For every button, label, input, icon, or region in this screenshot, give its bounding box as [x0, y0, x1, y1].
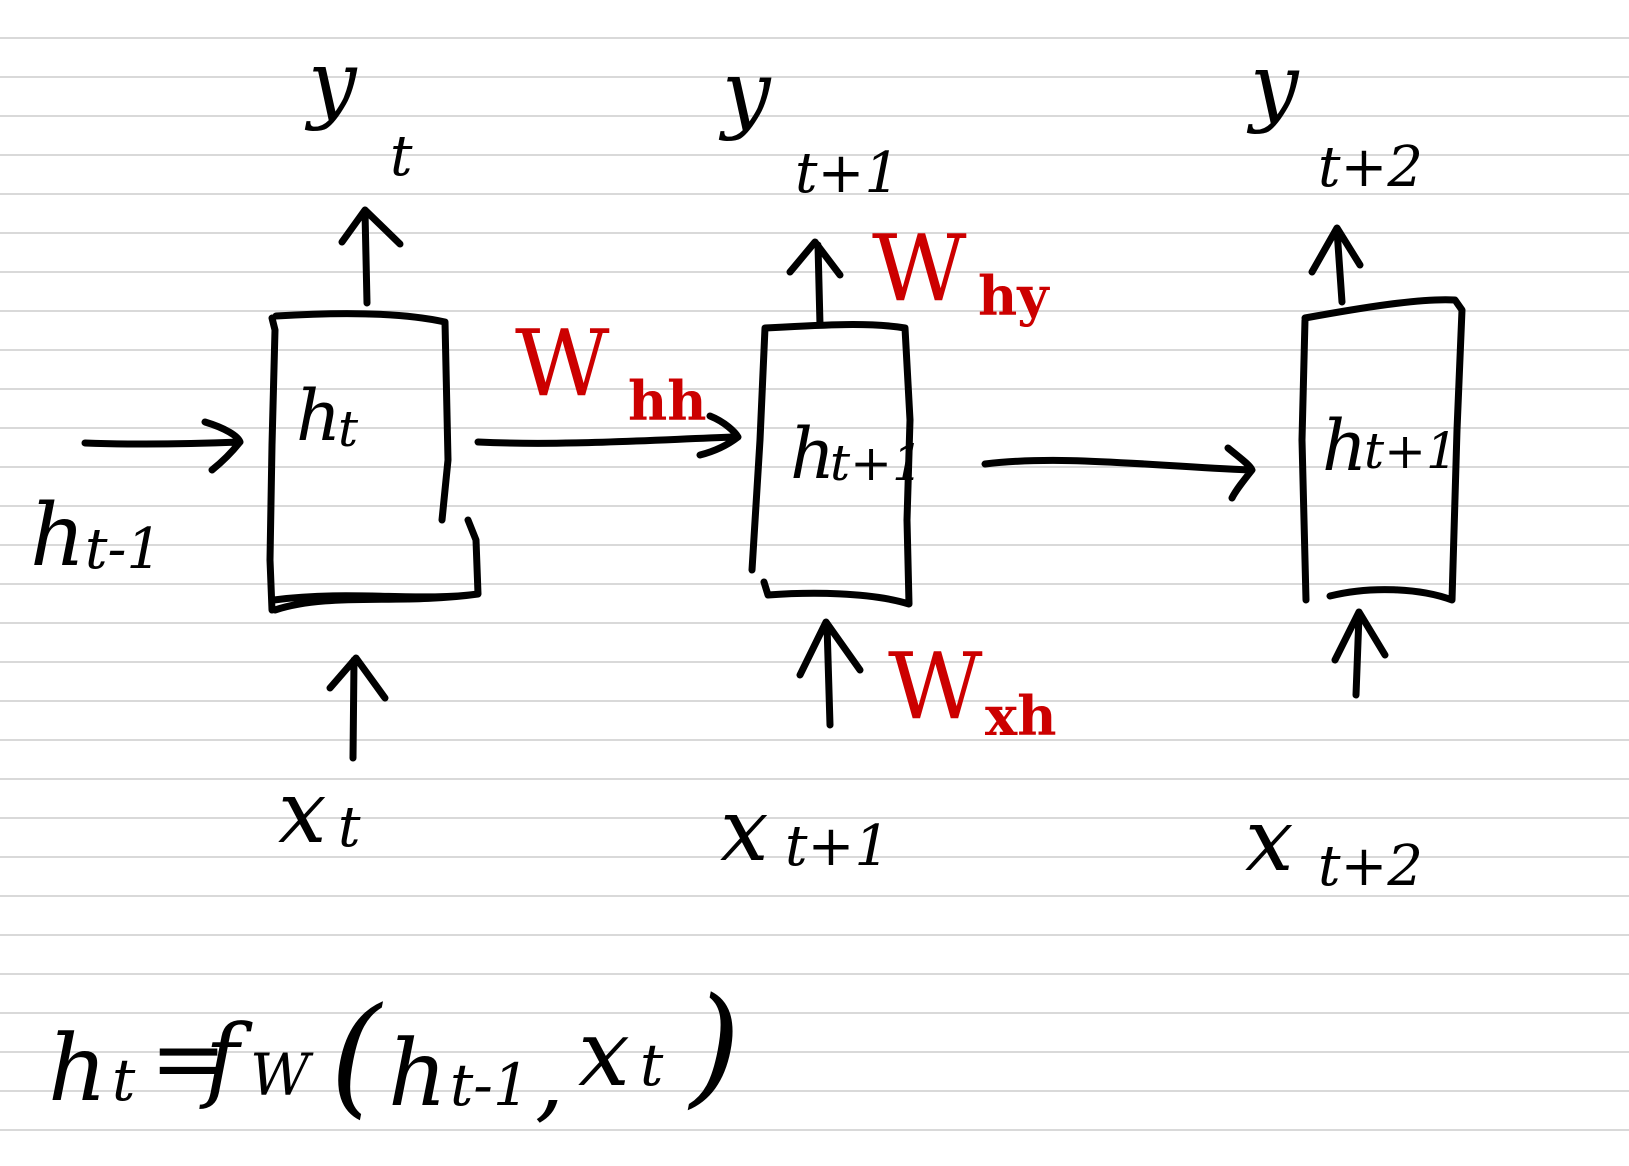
svg-text:t+1: t+1 — [795, 141, 900, 206]
cell-box-3 — [1298, 296, 1466, 604]
svg-text:t+1: t+1 — [830, 434, 924, 492]
svg-text:t-1: t-1 — [450, 1051, 530, 1119]
arrow-h2-to-y2 — [786, 238, 844, 329]
input-x-t: x t — [278, 763, 361, 863]
svg-text:h: h — [30, 486, 85, 586]
arrow-h1-to-y1 — [338, 206, 404, 307]
svg-text:h: h — [1322, 405, 1367, 487]
svg-text:t: t — [640, 1031, 664, 1099]
svg-text:t-1: t-1 — [85, 517, 162, 582]
svg-text:W: W — [872, 215, 967, 322]
arrow-h3-to-y3 — [1308, 224, 1364, 306]
arrow-h1-to-h2 — [474, 412, 742, 459]
input-x-t1: x t+1 — [720, 781, 890, 881]
arrow-x1-to-h1 — [326, 654, 389, 762]
svg-text:t: t — [390, 124, 413, 189]
svg-text:h: h — [296, 375, 341, 457]
cell-box-1 — [266, 310, 482, 614]
weight-w-hy: W hy — [872, 215, 1050, 328]
weight-w-hh: W hh — [515, 310, 707, 433]
svg-text:h: h — [48, 1015, 107, 1122]
svg-text:x: x — [278, 763, 327, 863]
svg-text:t+2: t+2 — [1318, 834, 1423, 899]
svg-text:x: x — [578, 1000, 630, 1107]
svg-text:t+1: t+1 — [1364, 422, 1458, 480]
arrow-h2-to-h3 — [981, 444, 1256, 502]
svg-text:(: ( — [330, 979, 383, 1131]
arrow-x3-to-h3 — [1331, 608, 1389, 699]
cell-label-h-t1-third: h t+1 — [1322, 405, 1458, 487]
svg-text:t+2: t+2 — [1318, 135, 1423, 200]
cell-label-h-t: h t — [296, 375, 359, 458]
svg-text:W: W — [250, 1041, 314, 1109]
svg-text:W: W — [515, 310, 610, 417]
svg-text:f: f — [199, 1005, 253, 1112]
svg-text:t: t — [338, 795, 361, 860]
svg-text:hh: hh — [628, 369, 707, 433]
input-x-t2: x t+2 — [1245, 791, 1423, 899]
cell-label-h-t1: h t+1 — [790, 413, 924, 495]
svg-text:t+1: t+1 — [785, 814, 890, 879]
svg-text:y: y — [718, 43, 772, 143]
svg-text:x: x — [1245, 791, 1294, 891]
svg-text:=: = — [150, 1005, 227, 1112]
svg-text:t: t — [112, 1046, 136, 1114]
svg-text:t: t — [338, 400, 359, 458]
output-y-t: y t — [304, 33, 413, 189]
svg-text:y: y — [1246, 36, 1300, 136]
arrow-x2-to-h2 — [796, 618, 864, 729]
recurrence-equation: h t = f W ( h t-1 , x t ) — [48, 969, 741, 1132]
output-y-t1: y t+1 — [718, 43, 900, 206]
weight-w-xh: W xh — [888, 633, 1056, 748]
svg-text:xh: xh — [985, 684, 1056, 748]
svg-text:hy: hy — [978, 264, 1050, 328]
svg-text:h: h — [388, 1020, 447, 1127]
prev-state-h-t-1: h t-1 — [30, 486, 162, 586]
output-y-t2: y t+2 — [1246, 36, 1423, 200]
svg-text:h: h — [790, 413, 835, 495]
svg-text:y: y — [304, 33, 358, 133]
svg-text:): ) — [687, 969, 741, 1121]
svg-text:x: x — [720, 781, 769, 881]
arrow-prev-to-h1 — [81, 418, 244, 474]
svg-text:,: , — [535, 1025, 564, 1132]
svg-text:W: W — [888, 633, 983, 740]
